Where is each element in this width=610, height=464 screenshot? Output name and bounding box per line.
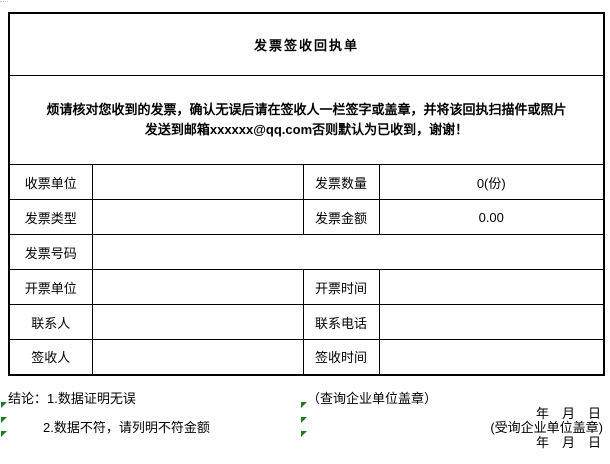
input-sign-time[interactable] — [378, 339, 605, 375]
date-line-2: 年 月 日 — [535, 435, 601, 450]
conclusion-text: 结论：1.数据证明无误 — [8, 391, 136, 406]
instruction-cell: 烦请核对您收到的发票，确认无误后请在签收人一栏签字或盖章，并将该回执扫描件或照片… — [8, 75, 605, 165]
input-contact-phone[interactable] — [378, 304, 605, 340]
query-unit-stamp-label: （查询企业单位盖章） — [307, 391, 438, 406]
error-indicator-icon — [301, 431, 307, 437]
input-issue-time[interactable] — [378, 269, 605, 305]
value-invoice-quantity[interactable]: 0(份) — [378, 164, 605, 200]
table-row: 发票号码 — [8, 234, 605, 270]
table-row: 联系人 联系电话 — [8, 304, 605, 340]
label-receiving-unit: 收票单位 — [8, 164, 93, 200]
page-break-mark — [0, 1, 8, 5]
input-signer[interactable] — [91, 339, 304, 375]
instruction-row: 烦请核对您收到的发票，确认无误后请在签收人一栏签字或盖章，并将该回执扫描件或照片… — [8, 75, 605, 165]
option2-text: 2.数据不符，请列明不符金额 — [43, 420, 210, 435]
input-contact-person[interactable] — [91, 304, 304, 340]
label-signer: 签收人 — [8, 339, 93, 375]
table-row: 发票类型 发票金额 0.00 — [8, 199, 605, 235]
date-line-1: 年 月 日 — [535, 406, 601, 421]
table-row: 签收人 签收时间 — [8, 339, 605, 375]
label-contact-phone: 联系电话 — [302, 304, 380, 340]
label-issuing-unit: 开票单位 — [8, 269, 93, 305]
error-indicator-icon — [301, 417, 307, 423]
title-row: 发票签收回执单 — [8, 12, 605, 76]
input-issuing-unit[interactable] — [91, 269, 304, 305]
input-invoice-type[interactable] — [91, 199, 304, 235]
form-title: 发票签收回执单 — [8, 12, 605, 76]
label-invoice-number: 发票号码 — [8, 234, 93, 270]
label-invoice-amount: 发票金额 — [302, 199, 380, 235]
error-indicator-icon — [1, 402, 7, 408]
instruction-line-1: 烦请核对您收到的发票，确认无误后请在签收人一栏签字或盖章，并将该回执扫描件或照片 — [46, 102, 567, 117]
error-indicator-icon — [1, 417, 7, 423]
error-indicator-icon — [1, 431, 7, 437]
input-receiving-unit[interactable] — [91, 164, 304, 200]
table-row: 收票单位 发票数量 0(份) — [8, 164, 605, 200]
receipt-table: 发票签收回执单 烦请核对您收到的发票，确认无误后请在签收人一栏签字或盖章，并将该… — [8, 12, 606, 376]
label-invoice-quantity: 发票数量 — [302, 164, 380, 200]
input-invoice-number[interactable] — [91, 234, 605, 270]
instruction-line-2: 发送到邮箱xxxxxx@qq.com否则默认为已收到，谢谢！ — [144, 122, 469, 137]
responded-unit-stamp-label: (受询企业单位盖章) — [490, 420, 603, 435]
error-indicator-icon — [301, 402, 307, 408]
label-contact-person: 联系人 — [8, 304, 93, 340]
label-sign-time: 签收时间 — [302, 339, 380, 375]
label-invoice-type: 发票类型 — [8, 199, 93, 235]
value-invoice-amount[interactable]: 0.00 — [378, 199, 605, 235]
table-row: 开票单位 开票时间 — [8, 269, 605, 305]
label-issue-time: 开票时间 — [302, 269, 380, 305]
